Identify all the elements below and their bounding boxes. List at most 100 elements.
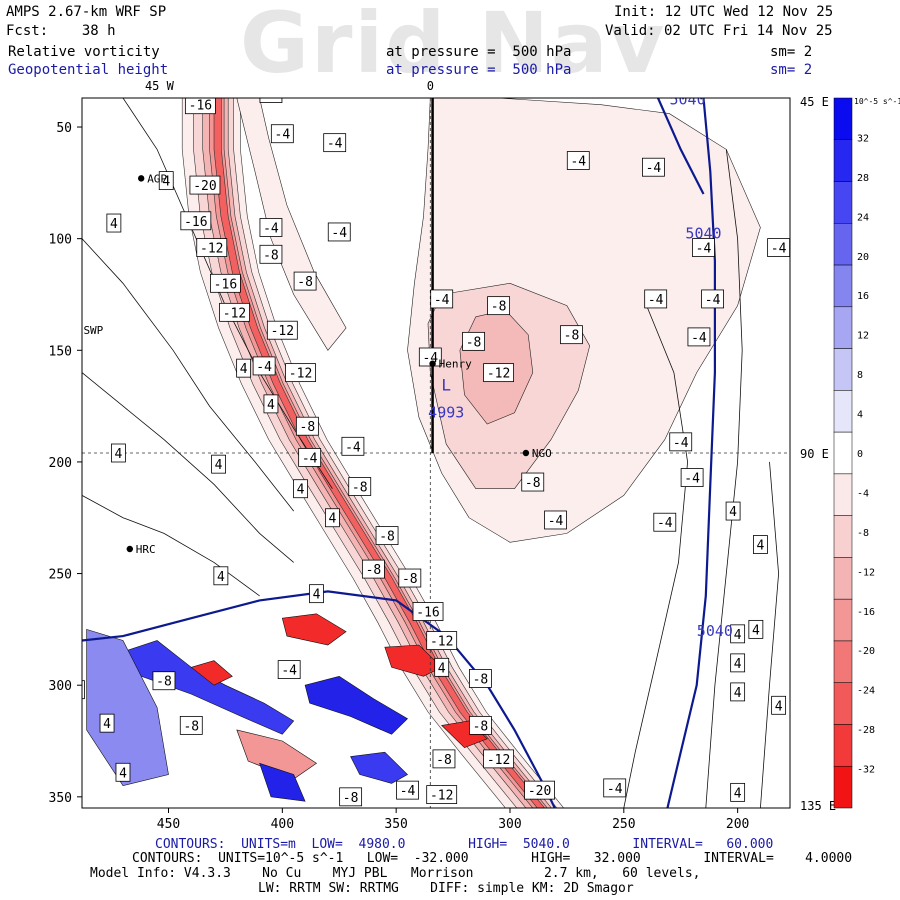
vorticity-label-box <box>298 448 322 467</box>
vorticity-label: 4 <box>74 684 82 699</box>
vorticity-label: -8 <box>300 420 316 435</box>
contour-line-2 <box>82 372 294 563</box>
model-title: AMPS 2.67-km WRF SP <box>6 4 167 20</box>
vorticity-label: -4 <box>434 293 450 308</box>
vorticity-label-box <box>115 762 131 782</box>
vorticity-label-box <box>483 749 515 769</box>
vorticity-label: -4 <box>648 293 664 308</box>
vorticity-label: -8 <box>402 572 418 587</box>
vorticity-label: -8 <box>436 753 452 768</box>
colorbar-swatch <box>833 431 853 475</box>
vorticity-label: -8 <box>525 476 541 491</box>
vorticity-label: 4 <box>217 570 225 585</box>
vorticity-label: -16 <box>189 99 212 114</box>
x-tick-label: 400 <box>271 817 294 832</box>
contour-line-3 <box>82 495 260 597</box>
vorticity-label-box <box>106 213 122 233</box>
low-pressure-marker: L <box>441 375 451 394</box>
colorbar-tick-label: -12 <box>857 567 875 578</box>
map-plot-area: -16 -8 -4 -20 4 -16 4 -4 -12 -8 -16 -12 -12 -8 -4 -4 4 -4… <box>74 98 790 808</box>
colorbar-tick-label: 32 <box>857 133 869 144</box>
vorticity-label: -4 <box>673 436 689 451</box>
vorticity-label-box <box>259 244 283 264</box>
vorticity-label-box <box>434 657 450 677</box>
vorticity-label-box <box>277 660 301 679</box>
colorbar-swatch <box>833 348 853 391</box>
vorticity-label: -4 <box>705 293 721 308</box>
vorticity-label-box <box>730 653 746 673</box>
vorticity-label-box <box>753 535 768 554</box>
colorbar-tick-label: 8 <box>857 370 863 381</box>
vorticity-label: 4 <box>110 217 118 232</box>
vorticity-label: -4 <box>684 472 700 487</box>
vorticity-label: -12 <box>487 753 510 768</box>
longitude-label-top: 45 W <box>145 79 175 93</box>
vorticity-label-box <box>426 631 458 650</box>
colorbar-swatch <box>833 515 853 558</box>
vorticity-label-box <box>725 501 741 521</box>
turbulence-blob-7 <box>86 628 169 787</box>
vorticity-label: -8 <box>466 335 482 350</box>
vorticity-label-box <box>361 559 385 579</box>
vorticity-label: -4 <box>327 137 343 152</box>
vorticity-label-box <box>259 98 283 103</box>
vorticity-label-box <box>99 713 115 733</box>
turbulence-blob-2 <box>281 613 347 646</box>
turbulence-blob-6 <box>441 720 488 749</box>
vorticity-label-box <box>484 98 508 99</box>
vorticity-label: -4 <box>263 221 279 236</box>
vorticity-label: 4 <box>162 175 170 190</box>
vorticity-label-box <box>426 785 458 805</box>
pressure-level-1: at pressure = 500 hPa <box>386 44 572 60</box>
vorticity-label-box <box>653 512 677 532</box>
height-contour-ne <box>656 98 705 195</box>
x-tick-label: 450 <box>157 817 180 832</box>
vorticity-label-box <box>692 238 715 257</box>
height-contour-east <box>666 98 716 808</box>
station-dot <box>429 360 436 367</box>
pressure-level-2: at pressure = 500 hPa <box>386 62 572 78</box>
vorticity-label-box <box>680 468 704 487</box>
y-tick-label: 50 <box>56 121 72 136</box>
vorticity-label-box <box>483 363 515 383</box>
vorticity-label-box <box>339 787 363 807</box>
longitude-label-right: 90 E <box>800 447 829 461</box>
station-label: HRC <box>136 543 156 556</box>
x-tick-label: 350 <box>384 817 407 832</box>
vorticity-label: -4 <box>570 155 586 170</box>
colorbar-swatch <box>833 765 853 809</box>
station-dot <box>522 449 530 457</box>
vorticity-label-box <box>293 479 308 499</box>
colorbar-swatch <box>833 473 853 516</box>
low-pressure-value: 4993 <box>428 403 464 421</box>
y-tick-label: 250 <box>49 568 72 583</box>
colorbar-swatch <box>833 181 853 224</box>
vorticity-label-box <box>544 510 567 530</box>
station-label: NGO <box>532 447 552 460</box>
field-name-height: Geopotential height <box>8 62 169 78</box>
y-tick-label: 150 <box>49 344 72 359</box>
colorbar-tick-label: 24 <box>857 212 869 223</box>
vorticity-label-box <box>412 602 444 621</box>
vorticity-label: -4 <box>691 331 707 346</box>
vorticity-label-box <box>196 238 228 257</box>
vorticity-label: -8 <box>343 791 359 806</box>
vorticity-label: -4 <box>548 514 564 529</box>
vorticity-label: 4 <box>438 661 446 676</box>
footer-height-contours: CONTOURS: UNITS=m LOW= 4980.0 HIGH= 5040… <box>155 837 774 852</box>
vorticity-label: 4 <box>329 512 337 527</box>
colorbar-tick-label: -28 <box>857 725 875 736</box>
vorticity-label-box <box>748 619 764 639</box>
init-time: Init: 12 UTC Wed 12 Nov 25 <box>614 4 834 20</box>
station-label: SWP <box>83 324 103 337</box>
vorticity-label: 4 <box>240 362 248 377</box>
vorticity-label: 4 <box>215 458 223 473</box>
vorticity-label-box <box>642 157 665 177</box>
vorticity-label: -16 <box>184 215 207 230</box>
vorticity-label-box <box>327 222 351 242</box>
station-label: Henry <box>439 358 472 371</box>
turbulence-blob-1 <box>304 675 408 735</box>
longitude-label-right: 135 E <box>800 799 836 813</box>
vorticity-label: 4 <box>119 766 127 781</box>
